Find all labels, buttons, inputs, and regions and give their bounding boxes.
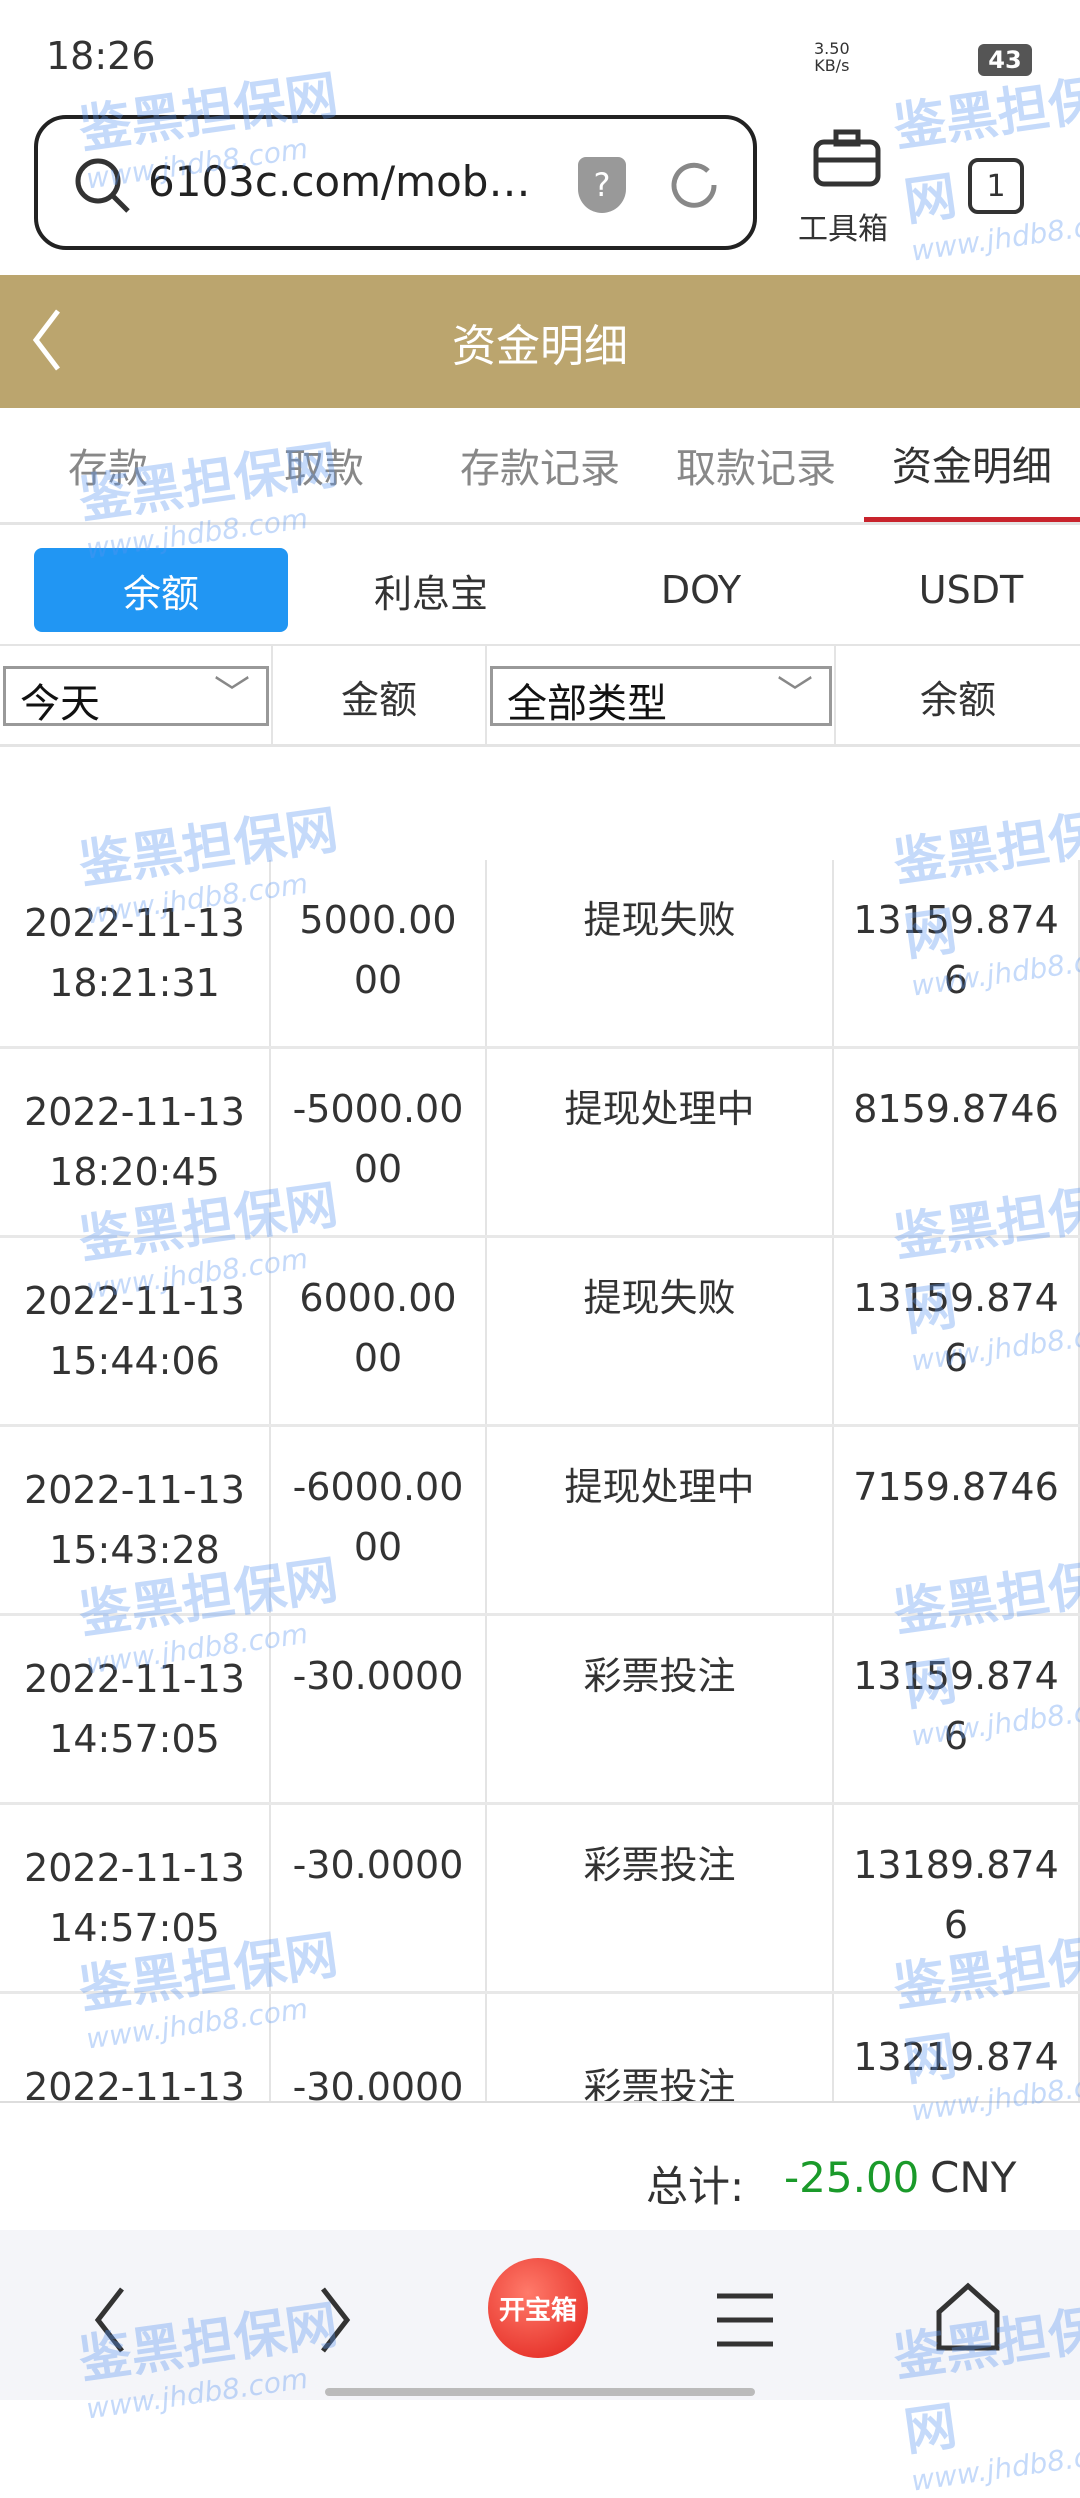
date-cell: 2022-11-13 14:57:05 [0, 1805, 271, 1991]
url: 6103c.com/mob… [148, 157, 531, 206]
type-filter[interactable]: 全部类型 ﹀ [490, 666, 832, 727]
time: 14:57:05 [49, 1717, 220, 1761]
date-filter-text: 今天 [20, 681, 100, 727]
speed: 3.50 [814, 39, 850, 58]
balance-header: 余额 [834, 646, 1080, 747]
date: 2022-11-13 [24, 1468, 245, 1512]
subtab[interactable]: 余额 [34, 548, 288, 632]
balance-cell: 13219.8746 [834, 1994, 1080, 2101]
toolbox-icon[interactable] [812, 128, 882, 188]
nav-menu[interactable] [715, 2290, 775, 2350]
amount-header: 金额 [271, 646, 487, 747]
net-speed: 3.50 KB/s [814, 40, 850, 74]
nav-back[interactable] [90, 2285, 130, 2355]
total-value: -25.00 [784, 2153, 920, 2202]
amount-cell: -5000.0000 [271, 1049, 487, 1235]
balance-cell: 7159.8746 [834, 1427, 1080, 1613]
amount-cell: -6000.0000 [271, 1427, 487, 1613]
watermark-url: www.jhdb8.com [909, 2433, 1080, 2498]
date-filter[interactable]: 今天 ﹀ [3, 666, 269, 727]
page: 18:26 3.50 KB/s 43 6103c.com/mob… ? 工具箱 1… [0, 34, 1080, 2498]
type-cell: 提现处理中 [487, 1427, 834, 1613]
status-time: 18:26 [46, 34, 156, 78]
reload-icon[interactable] [666, 157, 722, 213]
record-row: 2022-11-13 14:57:05 -30.0000 彩票投注 13159.8746 [0, 1616, 1080, 1805]
balance-cell: 13159.8746 [834, 860, 1080, 1046]
url-bar[interactable]: 6103c.com/mob… ? [34, 115, 757, 250]
date: 2022-11-13 [24, 1657, 245, 1701]
amount-cell: -30.0000 [271, 1616, 487, 1802]
date: 2022-11-13 [24, 2065, 245, 2101]
subtab[interactable]: DOY [660, 568, 742, 612]
header: 资金明细 [0, 275, 1080, 408]
time: 15:43:28 [49, 1528, 220, 1572]
subtab[interactable]: 利息宝 [373, 571, 488, 616]
records-table: 2022-11-13 18:21:31 5000.0000 提现失败 13159.874… [0, 860, 1080, 2101]
search-icon [75, 158, 130, 213]
home-indicator [325, 2388, 755, 2396]
date-cell: 2022-11-13 18:21:31 [0, 860, 271, 1046]
subtab-bar: 余额 利息宝 DOY USDT [0, 525, 1080, 646]
balance-cell: 13159.8746 [834, 1616, 1080, 1802]
amount-cell: 6000.0000 [271, 1238, 487, 1424]
amount-cell: -30.0000 [271, 1994, 487, 2101]
balance-cell: 13189.8746 [834, 1805, 1080, 1991]
date-cell: 2022-11-13 14:57:05 [0, 1616, 271, 1802]
balance-cell: 13159.8746 [834, 1238, 1080, 1424]
toolbox-label[interactable]: 工具箱 [798, 212, 888, 247]
tab-count[interactable]: 1 [968, 158, 1024, 214]
tab[interactable]: 资金明细 [864, 408, 1080, 522]
filter-row: 今天 ﹀ 金额 全部类型 ﹀ 余额 [0, 646, 1080, 747]
speed-unit: KB/s [814, 56, 850, 75]
type-cell: 彩票投注 [487, 1616, 834, 1802]
total-bar: 总计: -25.00 CNY [0, 2101, 1080, 2230]
time: 18:20:45 [49, 1150, 220, 1194]
nav-forward[interactable] [315, 2285, 355, 2355]
tab[interactable]: 取款记录 [676, 446, 836, 492]
treasure-button[interactable]: 开宝箱 [488, 2258, 588, 2358]
total-label: 总计: [646, 2162, 745, 2211]
type-cell: 提现处理中 [487, 1049, 834, 1235]
date: 2022-11-13 [24, 1090, 245, 1134]
record-row: 2022-11-13 15:44:06 6000.0000 提现失败 13159.874… [0, 1238, 1080, 1427]
date-cell: 2022-11-13 15:44:06 [0, 1238, 271, 1424]
tab-bar: 存款 取款 存款记录 取款记录 资金明细 [0, 408, 1080, 525]
type-cell: 提现失败 [487, 860, 834, 1046]
date-cell: 2022-11-13 18:20:45 [0, 1049, 271, 1235]
type-filter-text: 全部类型 [507, 681, 667, 727]
time: 15:44:06 [49, 1339, 220, 1383]
date-cell: 2022-11-13 15:43:28 [0, 1427, 271, 1613]
subtab[interactable]: USDT [918, 568, 1024, 612]
time: 18:21:31 [49, 961, 220, 1005]
date: 2022-11-13 [24, 901, 245, 945]
record-row: 2022-11-13 18:21:31 5000.0000 提现失败 13159.874… [0, 860, 1080, 1049]
type-cell: 彩票投注 [487, 1805, 834, 1991]
date-cell: 2022-11-13 [0, 1994, 271, 2101]
balance-cell: 8159.8746 [834, 1049, 1080, 1235]
header-title: 资金明细 [452, 320, 628, 372]
total-unit: CNY [930, 2153, 1017, 2202]
date: 2022-11-13 [24, 1846, 245, 1890]
record-row: 2022-11-13 18:20:45 -5000.0000 提现处理中 8159.87… [0, 1049, 1080, 1238]
battery: 43 [978, 44, 1032, 76]
bottom-nav: 开宝箱 [0, 2230, 1080, 2400]
tab[interactable]: 存款记录 [460, 446, 620, 492]
amount-cell: -30.0000 [271, 1805, 487, 1991]
record-row: 2022-11-13 15:43:28 -6000.0000 提现处理中 7159.87… [0, 1427, 1080, 1616]
shield-icon: ? [578, 157, 626, 213]
tab[interactable]: 存款 [68, 446, 148, 492]
record-row: 2022-11-13 14:57:05 -30.0000 彩票投注 13189.8746 [0, 1805, 1080, 1994]
type-cell: 彩票投注 [487, 1994, 834, 2101]
nav-home[interactable] [935, 2282, 1001, 2352]
time: 14:57:05 [49, 1906, 220, 1950]
date: 2022-11-13 [24, 1279, 245, 1323]
type-cell: 提现失败 [487, 1238, 834, 1424]
tab[interactable]: 取款 [284, 446, 364, 492]
amount-cell: 5000.0000 [271, 860, 487, 1046]
back-button[interactable] [28, 305, 68, 375]
